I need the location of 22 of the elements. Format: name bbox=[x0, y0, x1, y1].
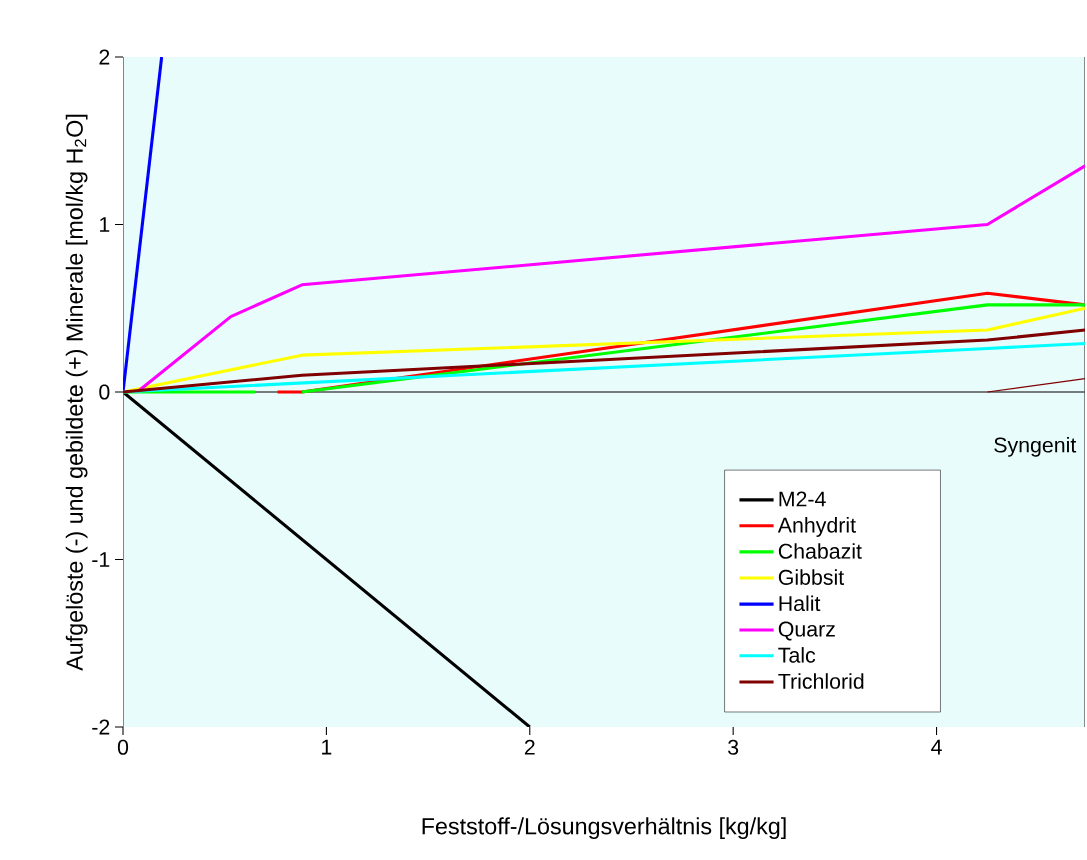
legend-label: Gibbsit bbox=[778, 569, 845, 585]
x-tick-label: 2 bbox=[524, 739, 535, 755]
x-tick-label: 0 bbox=[117, 739, 129, 755]
y-tick-label: -1 bbox=[92, 552, 110, 567]
legend-label: Chabazit bbox=[778, 543, 862, 559]
x-axis-title: Feststoff-/Lösungsverhältnis [kg/kg] bbox=[422, 817, 786, 840]
y-tick-label: 1 bbox=[100, 217, 110, 232]
legend-label: Trichlorid bbox=[778, 673, 864, 689]
y-axis-title: Aufgelöste (-) und gebildete (+) Minerale [mol/kg H$_{2}$O] bbox=[65, 114, 88, 671]
legend-label: Talc bbox=[778, 647, 816, 663]
y-tick-label: -2 bbox=[92, 719, 110, 735]
y-tick-label: 2 bbox=[99, 49, 110, 65]
line-series bbox=[123, 328, 1086, 394]
legend-label: M2-4 bbox=[779, 491, 826, 507]
annotation: Syngenit bbox=[994, 436, 1077, 457]
legend-label: Anhydrit bbox=[777, 517, 856, 537]
x-tick-label: 1 bbox=[322, 739, 332, 755]
x-tick-label: 3 bbox=[728, 739, 739, 755]
legend-label: Halit bbox=[779, 595, 821, 612]
legend-label: Quarz bbox=[778, 621, 835, 641]
y-tick-label: 0 bbox=[99, 384, 110, 400]
x-tick-label: 4 bbox=[931, 739, 942, 755]
